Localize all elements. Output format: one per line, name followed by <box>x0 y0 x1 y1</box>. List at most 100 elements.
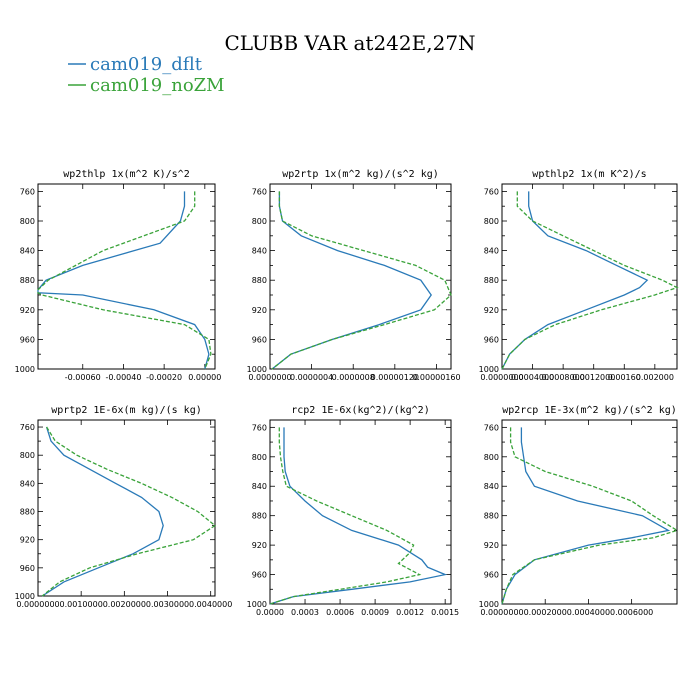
x-tick-label: 0.002000 <box>636 373 674 382</box>
panel-wp2rtp: wp2rtp 1x(m^2 kg)/(s^2 kg) 760 800 840 880 92… <box>247 169 461 382</box>
y-tick-label: 920 <box>252 541 267 550</box>
panel-wpthlp2: wpthlp2 1x(m K^2)/s 760 800 840 880 920 960 100… <box>479 169 679 382</box>
plot-frame <box>37 419 216 597</box>
y-tick-label: 880 <box>20 508 35 517</box>
panel-wprtp2: wprtp2 1E-6x(m kg)/(s kg) 760 800 840 880 920… <box>15 405 233 609</box>
y-tick-label: 960 <box>20 335 35 344</box>
y-tick-label: 960 <box>252 571 267 580</box>
y-tick-label: 800 <box>484 217 499 226</box>
series-line-cam019_noZM <box>501 191 679 370</box>
figure-title: CLUBB VAR at242E,27N <box>224 31 475 55</box>
panel-rcp2: rcp2 1E-6x(kg^2)/(kg^2) 760 800 840 880 920 96… <box>247 405 460 617</box>
x-tick-label: 0.0006 <box>326 608 354 617</box>
y-tick-label: 800 <box>484 453 499 462</box>
y-tick-label: 1000 <box>247 600 267 609</box>
x-tick-label: 0.0015 <box>431 608 459 617</box>
y-tick-label: 920 <box>252 306 267 315</box>
y-tick-label: 760 <box>484 187 499 196</box>
x-tick-label: 0.0012000 <box>572 373 615 382</box>
series-line-cam019_noZM <box>41 426 217 597</box>
x-tick-label: 0.00000120 <box>371 373 419 382</box>
panels: wp2thlp 1x(m^2 K)/s^2 760 800 840 880 920 960 1… <box>15 169 679 617</box>
x-tick-label: 0.0008000 <box>542 373 585 382</box>
y-tick-label: 880 <box>20 276 35 285</box>
series-line-cam019_dflt <box>37 191 210 370</box>
x-tick-label: 0.0009 <box>361 608 389 617</box>
x-tick-label: -0.00020 <box>146 373 182 382</box>
y-tick-label: 880 <box>484 512 499 521</box>
y-tick-label: 840 <box>20 247 35 256</box>
y-tick-label: 760 <box>252 187 267 196</box>
y-tick-label: 1000 <box>15 365 35 374</box>
y-tick-label: 1000 <box>15 592 35 601</box>
x-tick-label: 0.0002000 <box>524 608 567 617</box>
legend-label-dflt: cam019_dflt <box>90 54 203 75</box>
series-line-cam019_noZM <box>269 427 422 605</box>
panel-title: wp2rtp 1x(m^2 kg)/(s^2 kg) <box>282 169 439 180</box>
x-tick-label: 0.0020000 <box>103 600 146 609</box>
series-line-cam019_noZM <box>501 427 679 605</box>
x-tick-label: -0.00040 <box>105 373 141 382</box>
legend-label-nozm: cam019_noZM <box>90 75 225 96</box>
plot-frame <box>269 419 452 605</box>
y-tick-label: 1000 <box>479 365 499 374</box>
y-tick-label: 840 <box>252 247 267 256</box>
panel-title: wpthlp2 1x(m K^2)/s <box>532 169 646 180</box>
x-tick-label: 0.0004000 <box>567 608 610 617</box>
y-tick-label: 760 <box>20 187 35 196</box>
series-line-cam019_dflt <box>501 191 649 370</box>
y-tick-label: 920 <box>20 306 35 315</box>
x-tick-label: 0.0006000 <box>610 608 653 617</box>
x-tick-label: 0.00000160 <box>412 373 460 382</box>
x-tick-label: 0.0000000 <box>480 373 523 382</box>
y-tick-label: 800 <box>252 217 267 226</box>
y-tick-label: 920 <box>484 541 499 550</box>
y-tick-label: 960 <box>20 564 35 573</box>
plot-frame <box>501 183 678 370</box>
x-tick-label: 0.0000000 <box>248 373 291 382</box>
y-tick-label: 800 <box>252 453 267 462</box>
panel-title: wp2rcp 1E-3x(m^2 kg)/(s^2 kg) <box>502 405 677 416</box>
x-tick-label: 0.0000004 <box>290 373 333 382</box>
y-tick-label: 760 <box>484 423 499 432</box>
panel-wp2rcp: wp2rcp 1E-3x(m^2 kg)/(s^2 kg)760 800 840 88… <box>479 405 679 617</box>
y-tick-label: 880 <box>484 276 499 285</box>
y-tick-label: 760 <box>20 423 35 432</box>
x-tick-label: 0.0000 <box>256 608 284 617</box>
series-line-cam019_dflt <box>271 191 432 370</box>
x-tick-label: 0.0010000 <box>60 600 103 609</box>
series-line-cam019_dflt <box>501 427 671 605</box>
x-tick-label: 0.00000 <box>188 373 221 382</box>
x-tick-label: 0.0003 <box>291 608 319 617</box>
y-tick-label: 880 <box>252 512 267 521</box>
x-tick-label: 0.0000008 <box>332 373 375 382</box>
x-tick-label: 0.0012 <box>396 608 424 617</box>
y-tick-label: 1000 <box>247 365 267 374</box>
y-tick-label: 960 <box>484 571 499 580</box>
x-tick-label: 0.0040000 <box>189 600 232 609</box>
legend: cam019_dflt cam019_noZM <box>68 54 225 96</box>
panel-wp2thlp: wp2thlp 1x(m^2 K)/s^2 760 800 840 880 920 960 1… <box>15 169 222 382</box>
x-tick-label: 0.0030000 <box>146 600 189 609</box>
y-tick-label: 840 <box>484 482 499 491</box>
plot-frame <box>501 419 678 605</box>
x-tick-label: 0.0004000 <box>511 373 554 382</box>
series-line-cam019_dflt <box>41 426 164 597</box>
y-tick-label: 840 <box>20 479 35 488</box>
plot-frame <box>37 183 216 370</box>
y-tick-label: 1000 <box>479 600 499 609</box>
series-line-cam019_noZM <box>271 191 452 370</box>
y-tick-label: 920 <box>484 306 499 315</box>
y-tick-label: 800 <box>20 451 35 460</box>
y-tick-label: 800 <box>20 217 35 226</box>
y-tick-label: 920 <box>20 536 35 545</box>
y-tick-label: 840 <box>484 247 499 256</box>
y-tick-label: 960 <box>484 335 499 344</box>
x-tick-label: -0.00060 <box>65 373 101 382</box>
x-tick-label: 0.0000000 <box>16 600 59 609</box>
series-line-cam019_dflt <box>269 427 448 605</box>
x-tick-label: 0.0000000 <box>480 608 523 617</box>
y-tick-label: 760 <box>252 423 267 432</box>
y-tick-label: 960 <box>252 335 267 344</box>
